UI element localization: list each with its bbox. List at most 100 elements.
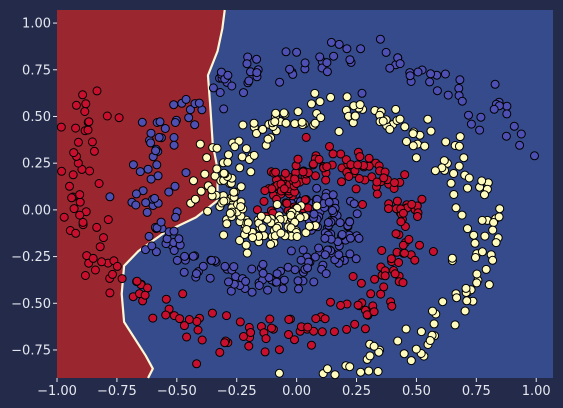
class-0-point — [170, 141, 178, 149]
class-1-point — [351, 320, 359, 328]
class-0-point — [316, 53, 324, 61]
class-1-point — [381, 272, 389, 280]
class-2-point — [258, 224, 266, 232]
class-0-point — [148, 242, 156, 250]
class-1-point — [356, 153, 364, 161]
class-0-point — [255, 282, 263, 290]
class-0-point — [206, 274, 214, 282]
class-1-point — [388, 302, 396, 310]
class-0-point — [264, 286, 272, 294]
class-2-point — [401, 123, 409, 131]
class-0-point — [343, 45, 351, 53]
class-1-point — [405, 235, 413, 243]
class-2-point — [464, 225, 472, 233]
class-1-point — [380, 283, 388, 291]
class-1-point — [58, 167, 66, 175]
class-1-point — [93, 87, 101, 95]
class-0-point — [147, 129, 155, 137]
class-2-point — [231, 143, 239, 151]
class-2-point — [308, 100, 316, 108]
class-2-point — [478, 216, 486, 224]
class-0-point — [185, 114, 193, 122]
class-1-point — [86, 167, 94, 175]
class-0-point — [245, 77, 253, 85]
y-tick-label: −0.75 — [11, 343, 51, 358]
class-1-point — [66, 182, 74, 190]
class-2-point — [460, 154, 468, 162]
class-2-point — [426, 337, 434, 345]
class-2-point — [250, 151, 258, 159]
class-2-point — [213, 144, 221, 152]
class-2-point — [439, 298, 447, 306]
class-1-point — [57, 123, 65, 131]
class-0-point — [329, 191, 337, 199]
class-0-point — [294, 277, 302, 285]
class-0-point — [191, 121, 199, 129]
class-0-point — [304, 264, 312, 272]
class-2-point — [259, 125, 267, 133]
class-2-point — [431, 167, 439, 175]
class-2-point — [424, 115, 432, 123]
class-1-point — [401, 171, 409, 179]
class-2-point — [451, 321, 459, 329]
class-2-point — [213, 165, 221, 173]
class-1-point — [162, 295, 170, 303]
class-2-point — [294, 108, 302, 116]
class-1-point — [354, 161, 362, 169]
class-1-point — [299, 168, 307, 176]
class-0-point — [347, 234, 355, 242]
class-2-point — [374, 368, 382, 376]
y-tick-label: 0.75 — [22, 63, 51, 78]
class-2-point — [230, 188, 238, 196]
class-0-point — [153, 161, 161, 169]
class-1-point — [176, 315, 184, 323]
class-2-point — [478, 177, 486, 185]
class-1-point — [141, 291, 149, 299]
class-2-point — [481, 232, 489, 240]
class-1-point — [302, 133, 310, 141]
x-tick-label: −1.00 — [37, 384, 77, 399]
class-2-point — [343, 93, 351, 101]
class-0-point — [138, 118, 146, 126]
class-0-point — [195, 99, 203, 107]
class-0-point — [323, 59, 331, 67]
class-2-point — [447, 179, 455, 187]
class-1-point — [399, 209, 407, 217]
class-1-point — [266, 315, 274, 323]
class-1-point — [285, 316, 293, 324]
class-0-point — [132, 201, 140, 209]
class-2-point — [461, 307, 469, 315]
class-0-point — [502, 132, 510, 140]
class-2-point — [473, 270, 481, 278]
class-1-point — [109, 270, 117, 278]
class-1-point — [69, 171, 77, 179]
class-1-point — [162, 311, 170, 319]
class-1-point — [408, 200, 416, 208]
class-0-point — [297, 256, 305, 264]
y-tick-label: −0.25 — [11, 250, 51, 265]
class-1-point — [357, 279, 365, 287]
class-0-point — [321, 251, 329, 259]
class-2-point — [472, 254, 480, 262]
class-1-point — [106, 289, 114, 297]
class-1-point — [100, 234, 108, 242]
class-0-point — [240, 89, 248, 97]
class-1-point — [327, 298, 335, 306]
class-2-point — [489, 226, 497, 234]
class-1-point — [193, 360, 201, 368]
class-2-point — [311, 89, 319, 97]
class-0-point — [338, 231, 346, 239]
class-1-point — [373, 190, 381, 198]
class-2-point — [293, 233, 301, 241]
class-2-point — [208, 186, 216, 194]
class-2-point — [464, 184, 472, 192]
class-2-point — [237, 203, 245, 211]
class-2-point — [462, 284, 470, 292]
class-0-point — [299, 246, 307, 254]
class-0-point — [276, 78, 284, 86]
class-2-point — [470, 231, 478, 239]
class-0-point — [220, 105, 228, 113]
class-2-point — [282, 119, 290, 127]
class-1-point — [429, 248, 437, 256]
